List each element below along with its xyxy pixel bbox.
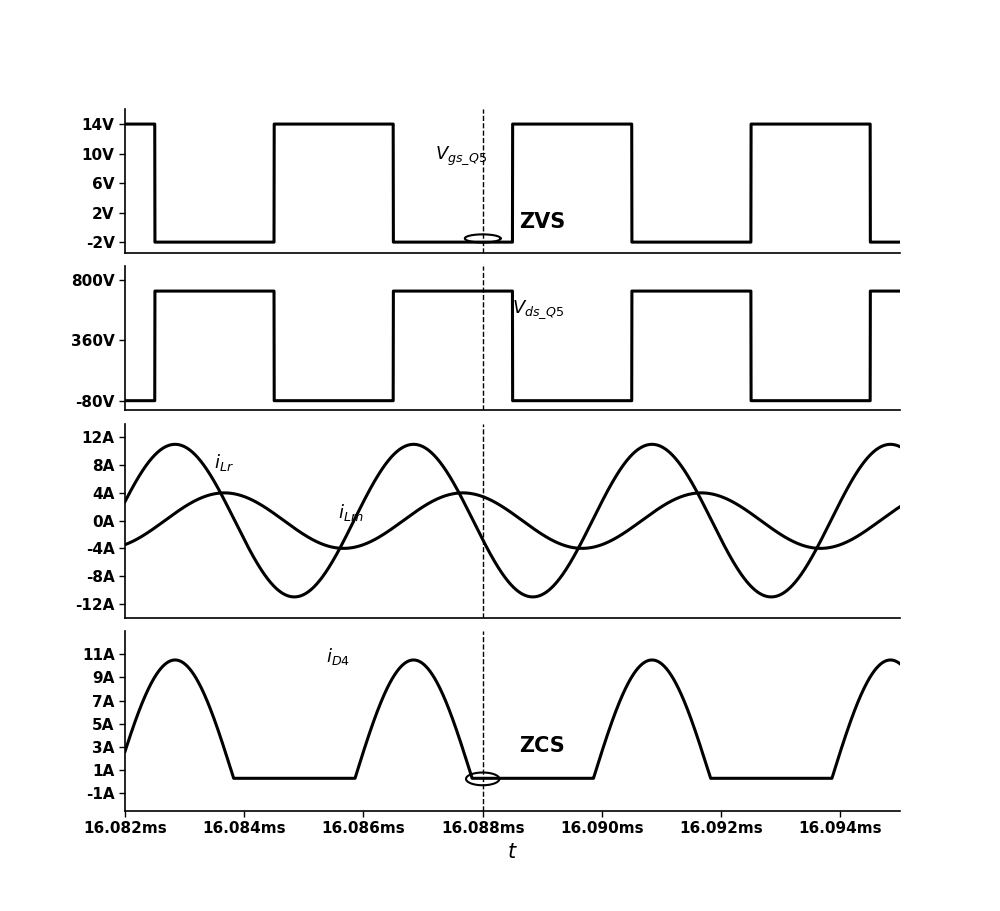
Text: ZCS: ZCS	[519, 736, 564, 756]
Text: $V_{gs\_Q5}$: $V_{gs\_Q5}$	[435, 144, 487, 167]
Text: $i_{Lr}$: $i_{Lr}$	[214, 452, 234, 473]
X-axis label: $t$: $t$	[507, 842, 518, 862]
Text: $i_{D4}$: $i_{D4}$	[326, 646, 350, 667]
Text: $V_{ds\_Q5}$: $V_{ds\_Q5}$	[512, 299, 565, 321]
Text: ZVS: ZVS	[519, 211, 565, 231]
Text: $i_{Lm}$: $i_{Lm}$	[338, 502, 364, 523]
